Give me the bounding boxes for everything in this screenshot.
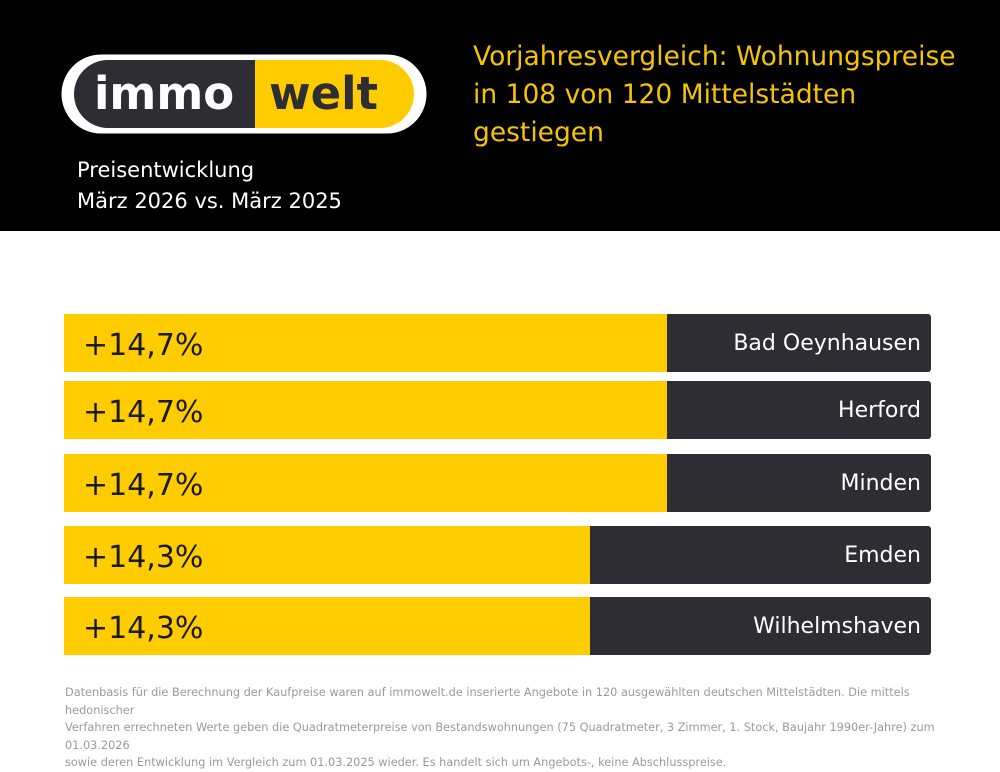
category-label: Herford xyxy=(838,398,921,423)
value-label: +14,7% xyxy=(83,468,203,503)
title-line-2: in 108 von 120 Mittelstädten xyxy=(473,79,857,110)
header: immo welt Preisentwicklung März 2026 vs.… xyxy=(0,0,1000,231)
bar xyxy=(64,526,590,584)
value-label: +14,7% xyxy=(83,395,203,430)
category-label: Minden xyxy=(841,471,921,496)
title-line-1: Vorjahresvergleich: Wohnungspreise xyxy=(473,41,956,72)
value-label: +14,7% xyxy=(83,328,203,363)
category-label: Wilhelmshaven xyxy=(753,614,921,639)
page-title: Vorjahresvergleich: Wohnungspreise in 10… xyxy=(473,38,983,152)
bar xyxy=(64,454,667,512)
bar xyxy=(64,381,667,439)
immowelt-logo: immo welt xyxy=(61,54,427,134)
category-label: Bad Oeynhausen xyxy=(733,331,921,356)
subtitle: Preisentwicklung März 2026 vs. März 2025 xyxy=(77,155,342,217)
value-label: +14,3% xyxy=(83,611,203,646)
brand-immo: immo xyxy=(94,67,234,120)
footnote: Datenbasis für die Berechnung der Kaufpr… xyxy=(65,684,945,772)
bar xyxy=(64,597,590,655)
footnote-line-2: Verfahren errechneten Werte geben die Qu… xyxy=(65,721,935,752)
footnote-line-3: sowie deren Entwicklung im Vergleich zum… xyxy=(65,756,727,769)
subtitle-line-1: Preisentwicklung xyxy=(77,158,255,182)
brand-welt: welt xyxy=(269,67,378,120)
title-line-3: gestiegen xyxy=(473,117,604,148)
category-label: Emden xyxy=(844,543,921,568)
footnote-line-1: Datenbasis für die Berechnung der Kaufpr… xyxy=(65,686,910,717)
value-label: +14,3% xyxy=(83,540,203,575)
bar xyxy=(64,314,667,372)
subtitle-line-2: März 2026 vs. März 2025 xyxy=(77,189,342,213)
